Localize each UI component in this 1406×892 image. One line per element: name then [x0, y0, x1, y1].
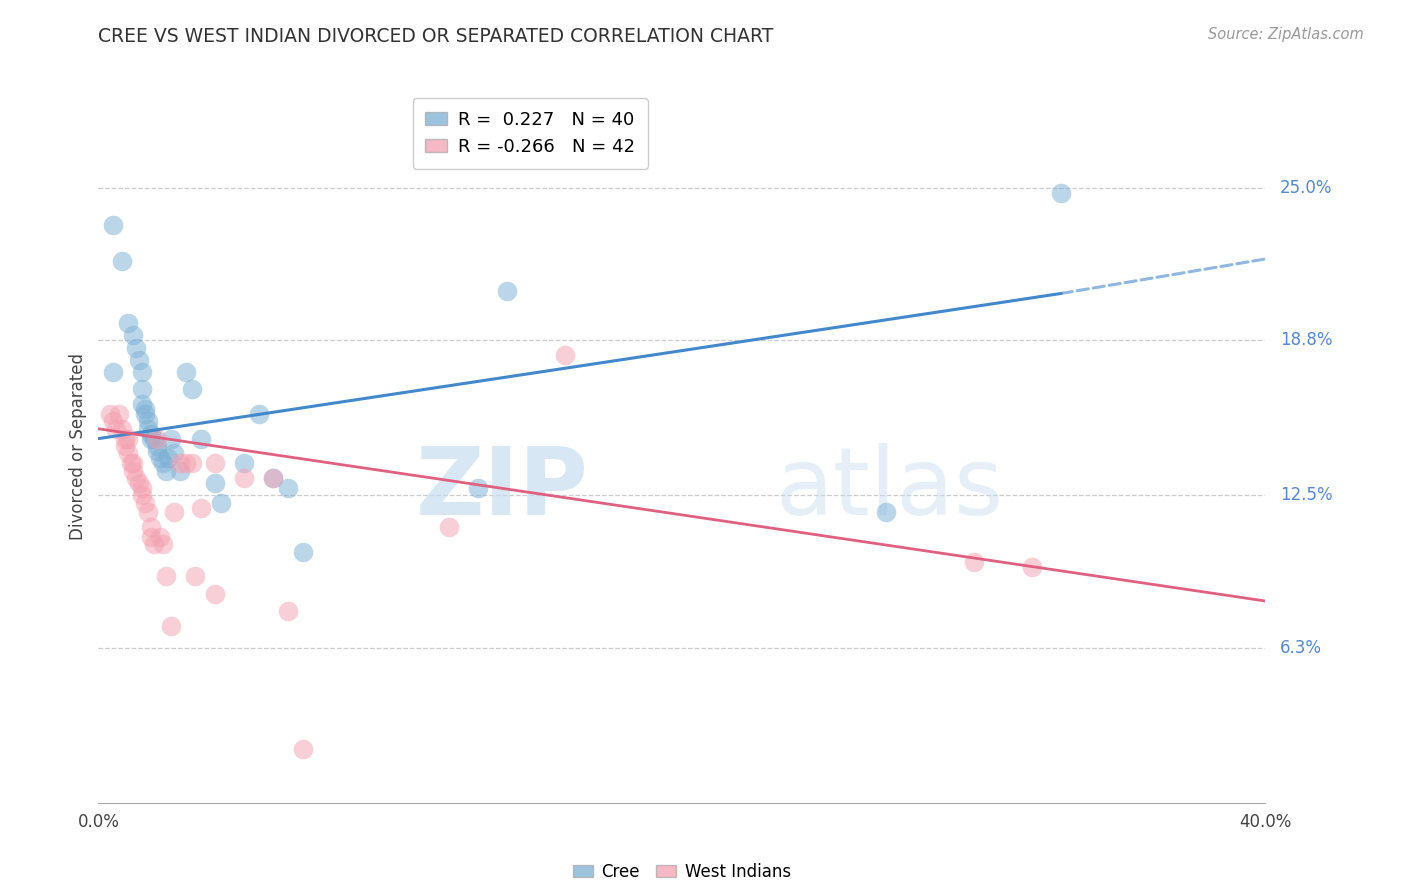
Point — [160, 432, 183, 446]
Point — [139, 530, 162, 544]
Point — [1021, 559, 1043, 574]
Point — [262, 471, 284, 485]
Point — [101, 414, 124, 428]
Point — [134, 407, 156, 421]
Point — [120, 456, 142, 470]
Point — [125, 471, 148, 485]
Point — [204, 475, 226, 490]
Point — [291, 741, 314, 756]
Point — [101, 218, 124, 232]
Point — [149, 530, 172, 544]
Point — [128, 352, 150, 367]
Text: 18.8%: 18.8% — [1279, 331, 1333, 349]
Point — [180, 456, 202, 470]
Point — [247, 407, 270, 421]
Point — [131, 365, 153, 379]
Legend: Cree, West Indians: Cree, West Indians — [567, 856, 797, 888]
Point — [204, 456, 226, 470]
Point — [108, 407, 131, 421]
Point — [209, 495, 232, 509]
Point — [962, 555, 984, 569]
Point — [131, 481, 153, 495]
Point — [136, 422, 159, 436]
Point — [117, 316, 139, 330]
Point — [554, 348, 576, 362]
Point — [136, 414, 159, 428]
Point — [155, 464, 177, 478]
Point — [190, 500, 212, 515]
Point — [163, 446, 186, 460]
Point — [111, 422, 134, 436]
Point — [139, 426, 162, 441]
Point — [98, 407, 121, 421]
Point — [152, 537, 174, 551]
Point — [122, 464, 145, 478]
Point — [277, 604, 299, 618]
Point — [134, 402, 156, 417]
Point — [149, 451, 172, 466]
Point — [125, 341, 148, 355]
Point — [146, 432, 169, 446]
Text: 6.3%: 6.3% — [1279, 639, 1322, 657]
Point — [180, 383, 202, 397]
Point — [277, 481, 299, 495]
Point — [495, 284, 517, 298]
Point — [146, 444, 169, 458]
Point — [467, 481, 489, 495]
Point — [131, 383, 153, 397]
Point — [169, 456, 191, 470]
Point — [190, 432, 212, 446]
Point — [104, 422, 127, 436]
Y-axis label: Divorced or Separated: Divorced or Separated — [69, 352, 87, 540]
Point — [204, 587, 226, 601]
Text: Source: ZipAtlas.com: Source: ZipAtlas.com — [1208, 27, 1364, 42]
Point — [114, 439, 136, 453]
Point — [157, 451, 180, 466]
Point — [139, 520, 162, 534]
Point — [114, 432, 136, 446]
Point — [134, 495, 156, 509]
Point — [233, 456, 256, 470]
Point — [117, 432, 139, 446]
Point — [1050, 186, 1073, 200]
Point — [174, 456, 197, 470]
Point — [117, 446, 139, 460]
Point — [152, 456, 174, 470]
Point — [142, 537, 165, 551]
Point — [169, 464, 191, 478]
Point — [174, 365, 197, 379]
Point — [136, 505, 159, 519]
Point — [183, 569, 205, 583]
Point — [437, 520, 460, 534]
Point — [233, 471, 256, 485]
Point — [155, 569, 177, 583]
Point — [122, 328, 145, 343]
Point — [101, 365, 124, 379]
Point — [291, 545, 314, 559]
Point — [131, 488, 153, 502]
Point — [146, 439, 169, 453]
Point — [875, 505, 897, 519]
Point — [160, 618, 183, 632]
Text: CREE VS WEST INDIAN DIVORCED OR SEPARATED CORRELATION CHART: CREE VS WEST INDIAN DIVORCED OR SEPARATE… — [98, 27, 773, 45]
Point — [111, 254, 134, 268]
Text: ZIP: ZIP — [416, 442, 589, 535]
Text: 12.5%: 12.5% — [1279, 486, 1333, 504]
Point — [131, 397, 153, 411]
Point — [122, 456, 145, 470]
Point — [128, 475, 150, 490]
Text: atlas: atlas — [775, 442, 1004, 535]
Point — [139, 432, 162, 446]
Point — [163, 505, 186, 519]
Text: 25.0%: 25.0% — [1279, 178, 1333, 196]
Point — [262, 471, 284, 485]
Point — [142, 432, 165, 446]
